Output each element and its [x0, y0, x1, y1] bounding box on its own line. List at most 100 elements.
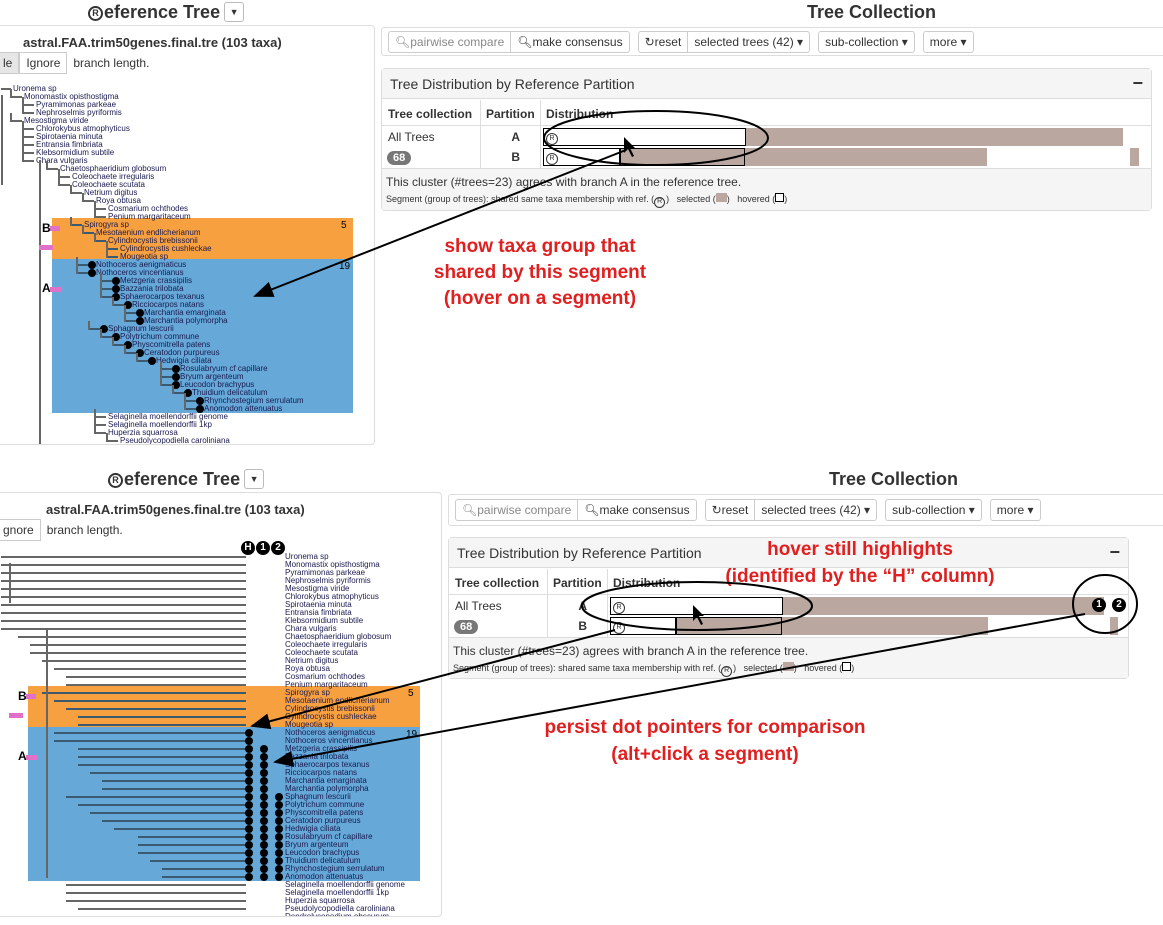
taxon-label[interactable]: Chara vulgaris — [36, 156, 88, 165]
taxon-label[interactable]: Cosmarium ochthodes — [108, 204, 189, 213]
distribution-segment[interactable]: R — [543, 128, 747, 146]
taxon-label[interactable]: Entransia fimbriata — [285, 608, 352, 617]
taxon-label[interactable]: Chlorokybus atmophyticus — [36, 124, 130, 133]
taxon-label[interactable]: Rosulabryum cf capillare — [180, 364, 268, 373]
taxon-label[interactable]: Mesostigma viride — [24, 116, 89, 125]
all-trees-label[interactable]: All Trees — [388, 130, 435, 144]
make-consensus-button[interactable]: 🔍︎make consensus — [511, 30, 630, 53]
taxon-label[interactable]: Chaetosphaeridium globosum — [60, 164, 167, 173]
taxon-label[interactable]: Bazzania trilobata — [120, 284, 184, 293]
scale-button[interactable]: le — [0, 52, 20, 74]
pointer-1-marker[interactable]: 1 — [1092, 598, 1106, 612]
taxon-label[interactable]: Pyramimonas parkeae — [36, 100, 117, 109]
taxon-label[interactable]: Spirotaenia minuta — [285, 600, 352, 609]
taxon-label[interactable]: Metzgeria crassipilis — [120, 276, 193, 285]
taxon-label[interactable]: Hedwigia ciliata — [156, 356, 212, 365]
pointer-2-marker[interactable]: 2 — [1112, 598, 1126, 612]
distribution-segment[interactable] — [781, 617, 989, 635]
reference-dropdown-button[interactable]: ▼ — [244, 469, 265, 489]
taxon-label[interactable]: Spirogyra sp — [84, 220, 129, 229]
taxon-label[interactable]: Sphagnum lescurii — [285, 792, 351, 801]
taxon-label[interactable]: Marchantia emarginata — [285, 776, 367, 785]
taxon-label[interactable]: Coleochaete scutata — [72, 180, 145, 189]
taxon-label[interactable]: Marchantia emarginata — [144, 308, 226, 317]
taxon-label[interactable]: Leucodon brachypus — [285, 848, 360, 857]
taxon-label[interactable]: Bryum argenteum — [180, 372, 244, 381]
taxon-label[interactable]: Cylindrocystis cushleckae — [120, 244, 212, 253]
taxon-label[interactable]: Mesostigma viride — [285, 584, 350, 593]
distribution-segment[interactable] — [1123, 128, 1151, 146]
taxon-label[interactable]: Nephroselmis pyriformis — [36, 108, 122, 117]
taxon-label[interactable]: Pyramimonas parkeae — [285, 568, 366, 577]
reset-button[interactable]: ↻reset — [637, 30, 689, 53]
taxon-label[interactable]: Penium margaritaceum — [108, 212, 191, 221]
taxon-label[interactable]: Ricciocarpos natans — [132, 300, 205, 309]
taxon-label[interactable]: Coleochaete irregularis — [72, 172, 155, 181]
taxon-label[interactable]: Dendrolycopodium obscurum — [285, 912, 390, 917]
taxon-label[interactable]: Polytrichum commune — [285, 800, 365, 809]
all-trees-label[interactable]: All Trees — [455, 599, 502, 613]
selected-trees-dropdown[interactable]: selected trees (42) ▾ — [688, 30, 811, 53]
taxon-label[interactable]: Anomodon attenuatus — [285, 872, 364, 881]
taxon-label[interactable]: Nothoceros aenigmaticus — [96, 260, 187, 269]
taxon-label[interactable]: Pseudolycopodiella caroliniana — [120, 436, 230, 445]
pairwise-compare-button[interactable]: 🔍︎pairwise compare — [388, 30, 512, 53]
ignore-button[interactable]: Ignore — [19, 52, 68, 74]
taxon-label[interactable]: Selaginella moellendorffii genome — [285, 880, 405, 889]
distribution-segment[interactable] — [675, 617, 782, 635]
taxon-label[interactable]: Chlorokybus atmophyticus — [285, 592, 379, 601]
more-dropdown[interactable]: more ▾ — [922, 30, 974, 53]
distribution-segment[interactable] — [988, 617, 1111, 635]
taxon-label[interactable]: Polytrichum commune — [120, 332, 200, 341]
taxon-label[interactable]: Leucodon brachypus — [180, 380, 255, 389]
taxon-label[interactable]: Spirotaenia minuta — [36, 132, 103, 141]
taxon-label[interactable]: Klebsormidium subtile — [36, 148, 115, 157]
reset-button[interactable]: ↻reset — [704, 499, 756, 521]
distribution-segment[interactable] — [986, 148, 1131, 166]
taxon-label[interactable]: Nephroselmis pyriformis — [285, 576, 371, 585]
distribution-segment[interactable] — [746, 128, 1124, 146]
taxon-label[interactable]: Marchantia polymorpha — [144, 316, 228, 325]
taxon-label[interactable]: Bryum argenteum — [285, 840, 349, 849]
distribution-segment[interactable] — [1130, 148, 1140, 166]
taxon-label[interactable]: Uronema sp — [13, 84, 57, 93]
taxon-label[interactable]: Physcomitrella patens — [285, 808, 364, 817]
pairwise-compare-button[interactable]: 🔍︎pairwise compare — [455, 499, 579, 521]
taxon-label[interactable]: Nothoceros vincentianus — [96, 268, 184, 277]
taxon-label[interactable]: Roya obtusa — [96, 196, 141, 205]
distribution-segment[interactable] — [1118, 617, 1128, 635]
distribution-segment[interactable] — [620, 148, 745, 166]
taxon-label[interactable]: Ceratodon purpureus — [285, 816, 361, 825]
taxon-label[interactable]: Huperzia squarrosa — [285, 896, 355, 905]
more-dropdown[interactable]: more ▾ — [989, 499, 1041, 521]
taxon-label[interactable]: Sphagnum lescurii — [108, 324, 174, 333]
taxon-label[interactable]: Mesotaenium endlicherianum — [96, 228, 201, 237]
taxon-label[interactable]: Monomastix opisthostigma — [285, 560, 380, 569]
taxon-label[interactable]: Selaginella moellendorffii genome — [108, 412, 228, 421]
taxon-label[interactable]: Thuidium delicatulum — [192, 388, 268, 397]
taxon-label[interactable]: Ricciocarpos natans — [285, 768, 358, 777]
taxon-label[interactable]: Selaginella moellendorffii 1kp — [108, 420, 212, 429]
taxon-label[interactable]: Selaginella moellendorffii 1kp — [285, 888, 389, 897]
taxon-label[interactable]: Monomastix opisthostigma — [24, 92, 119, 101]
distribution-segment[interactable]: R — [610, 617, 676, 635]
taxon-label[interactable]: Physcomitrella patens — [132, 340, 211, 349]
reference-dropdown-button[interactable]: ▼ — [224, 2, 245, 22]
taxon-label[interactable]: Pseudolycopodiella caroliniana — [285, 904, 395, 913]
collapse-button[interactable]: − — [1132, 73, 1143, 93]
taxon-label[interactable]: Netrium digitus — [84, 188, 138, 197]
make-consensus-button[interactable]: 🔍︎make consensus — [578, 499, 697, 521]
distribution-segment[interactable] — [1139, 148, 1151, 166]
taxon-label[interactable]: Cylindrocystis brebissonii — [108, 236, 198, 245]
sub-collection-dropdown[interactable]: sub-collection ▾ — [885, 499, 982, 521]
taxon-label[interactable]: Ceratodon purpureus — [144, 348, 220, 357]
taxon-label[interactable]: Hedwigia ciliata — [285, 824, 341, 833]
taxon-label[interactable]: Sphaerocarpos texanus — [120, 292, 205, 301]
selected-trees-dropdown[interactable]: selected trees (42) ▾ — [755, 499, 878, 521]
taxon-label[interactable]: Mougeotia sp — [120, 252, 169, 261]
sub-collection-dropdown[interactable]: sub-collection ▾ — [818, 30, 915, 53]
distribution-segment[interactable]: R — [543, 148, 621, 166]
ignore-button[interactable]: gnore — [0, 519, 41, 541]
distribution-segment[interactable] — [1110, 617, 1119, 635]
taxon-label[interactable]: Huperzia squarrosa — [108, 428, 178, 437]
